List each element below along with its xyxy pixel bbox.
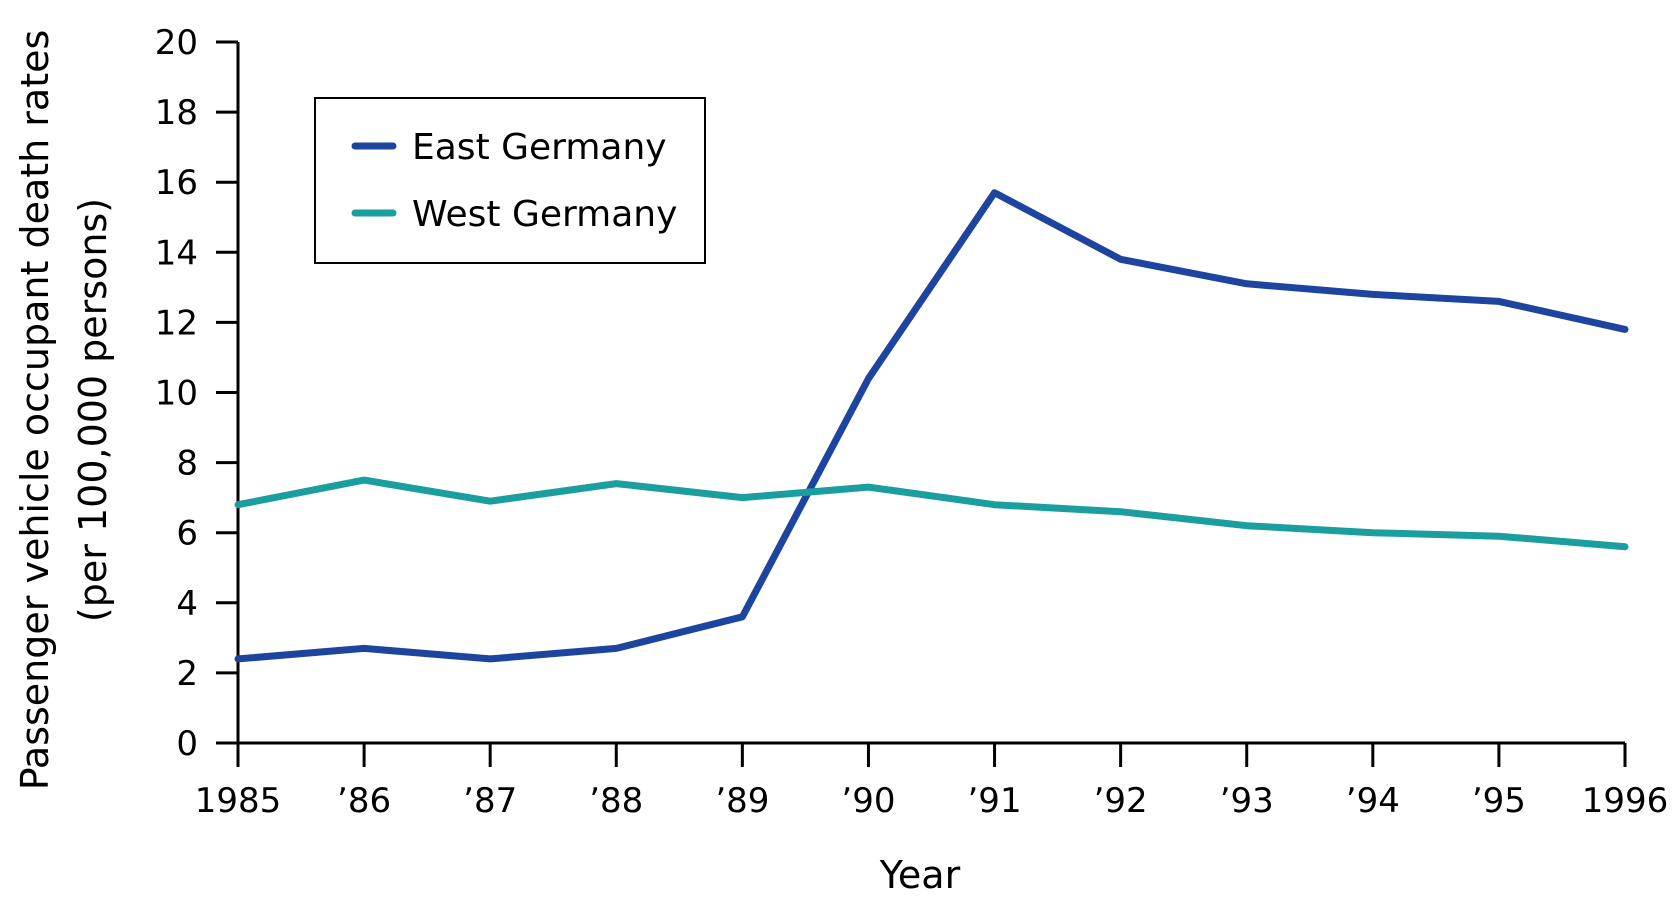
axes: 0 2 4 6 8 10 12 14 16 18 20 1985 ’86 ’87 ’88 ’89 ’90 ’91…: [155, 23, 1669, 821]
series-line-east-germany: [234, 189, 1629, 663]
legend-label-west-germany: West Germany: [412, 194, 677, 235]
y-tick-label: 6: [176, 514, 198, 554]
x-tick-label: 1985: [195, 781, 282, 821]
x-tick-label: ’95: [1472, 781, 1526, 821]
series-lines: [234, 189, 1629, 663]
y-axis-title-main: Passenger vehicle occupant death rates: [13, 30, 57, 791]
legend: East Germany West Germany: [314, 97, 706, 264]
y-tick-label: 10: [155, 374, 198, 414]
y-tick-label: 18: [155, 93, 198, 133]
series-line-west-germany: [234, 476, 1629, 551]
x-tick-label: ’94: [1346, 781, 1400, 821]
y-axis-title: Passenger vehicle occupant death rates (…: [13, 30, 115, 791]
y-axis-title-sub: (per 100,000 persons): [71, 198, 115, 622]
x-tick-label: ’92: [1094, 781, 1148, 821]
y-tick-label: 20: [155, 23, 198, 63]
y-tick-label: 2: [176, 654, 198, 694]
y-tick-label: 4: [176, 584, 198, 624]
y-tick-label: 8: [176, 444, 198, 484]
y-ticks: 0 2 4 6 8 10 12 14 16 18 20: [155, 23, 238, 764]
x-tick-label: 1996: [1582, 781, 1669, 821]
y-tick-label: 14: [155, 233, 198, 273]
x-tick-label: ’89: [715, 781, 769, 821]
y-tick-label: 12: [155, 303, 198, 343]
x-tick-label: ’86: [337, 781, 391, 821]
y-tick-label: 0: [176, 724, 198, 764]
x-tick-label: ’88: [589, 781, 643, 821]
legend-box: [314, 97, 706, 264]
y-tick-label: 16: [155, 163, 198, 203]
legend-label-east-germany: East Germany: [412, 127, 667, 168]
x-tick-label: ’91: [968, 781, 1022, 821]
x-axis-title: Year: [879, 853, 961, 897]
x-tick-label: ’90: [841, 781, 895, 821]
x-tick-label: ’87: [463, 781, 517, 821]
x-ticks: 1985 ’86 ’87 ’88 ’89 ’90 ’91 ’92 ’93 ’94 ’95 1996: [195, 743, 1669, 821]
x-tick-label: ’93: [1220, 781, 1274, 821]
